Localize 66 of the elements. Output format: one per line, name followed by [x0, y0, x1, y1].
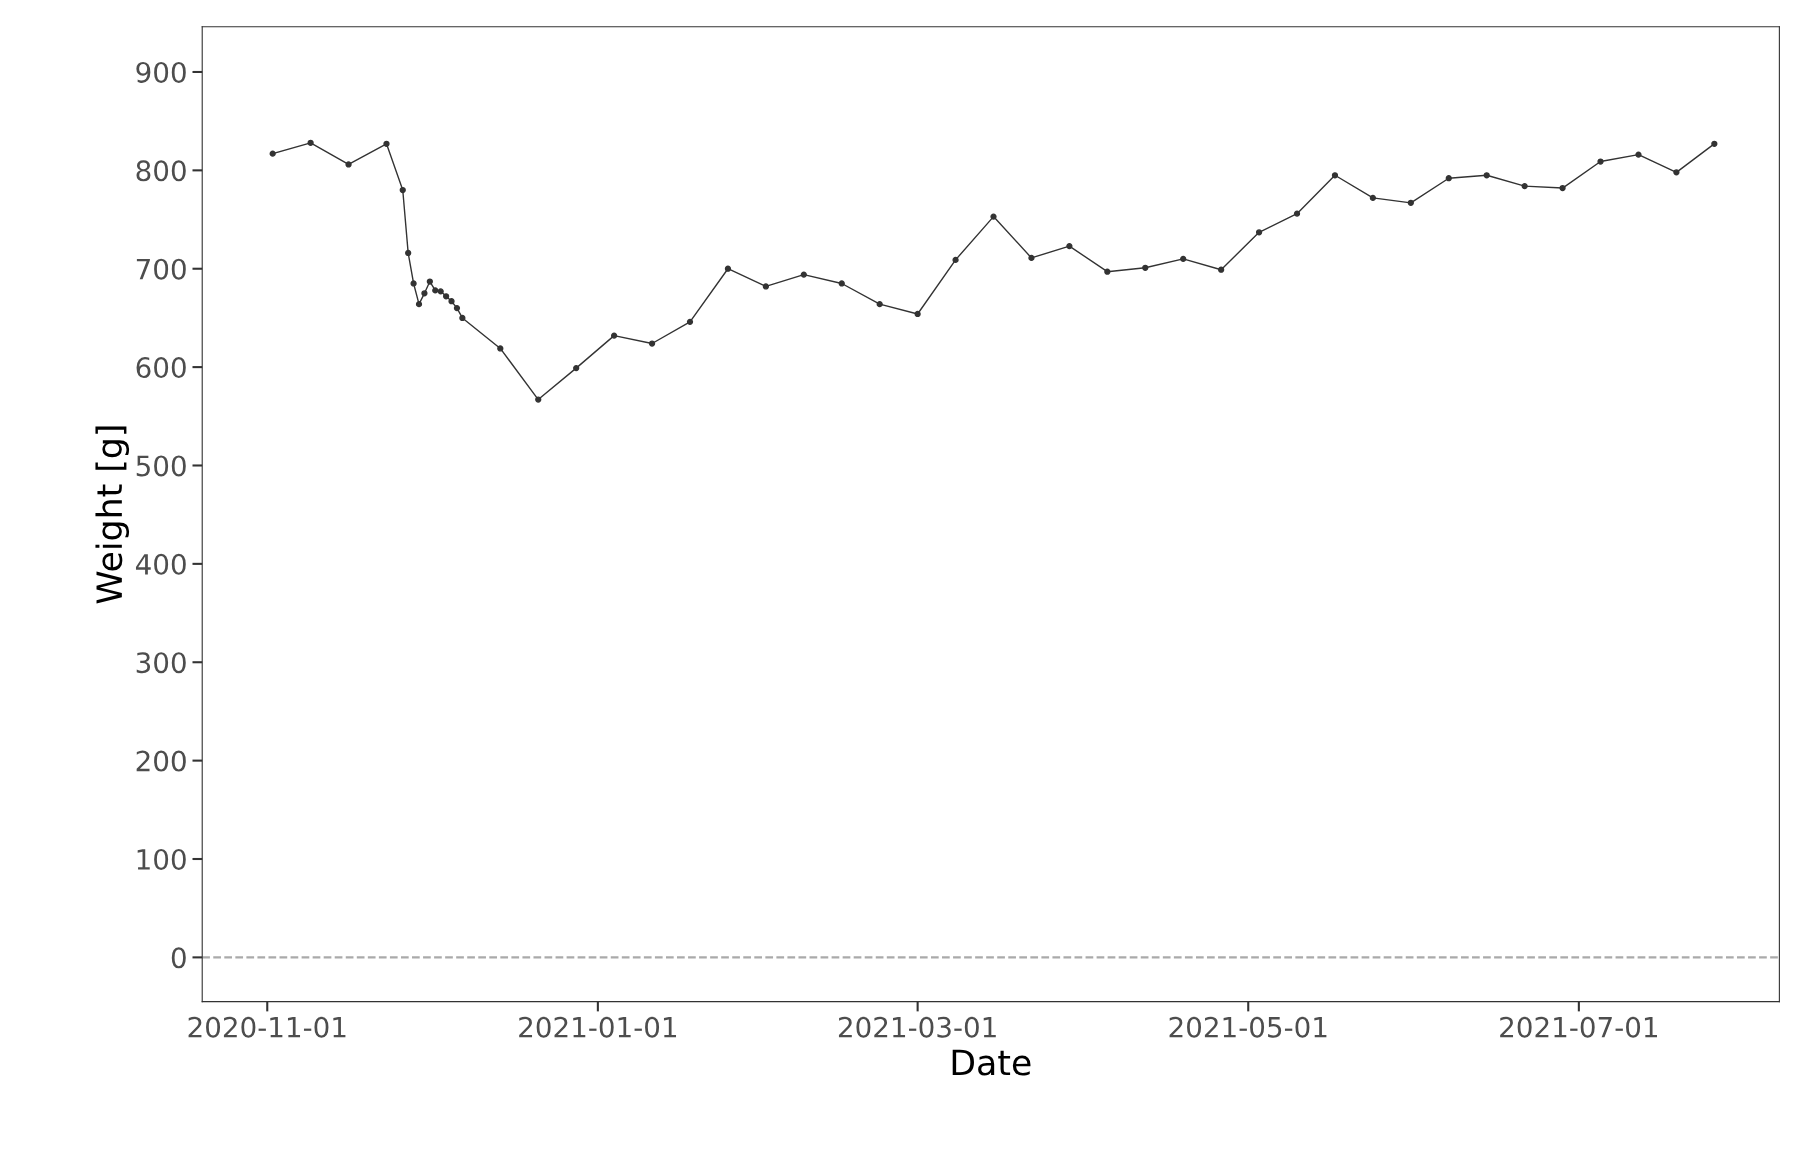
point	[497, 345, 504, 352]
point	[1445, 175, 1452, 182]
point	[1255, 229, 1263, 236]
x-tick-label: 2021-01-01	[519, 1016, 677, 1038]
point	[383, 140, 390, 147]
point	[762, 283, 770, 290]
point	[1635, 151, 1642, 158]
point	[1104, 268, 1111, 275]
y-tick-label: 300	[136, 652, 186, 674]
point	[1559, 184, 1566, 192]
point	[459, 314, 466, 322]
point	[1407, 199, 1414, 206]
point	[442, 293, 450, 300]
point	[686, 318, 694, 325]
point	[437, 288, 444, 295]
point	[1142, 264, 1149, 271]
point	[405, 249, 412, 257]
point	[448, 298, 455, 305]
point	[1369, 194, 1377, 202]
y-tick-label: 500	[136, 455, 186, 477]
point	[724, 265, 732, 272]
point	[1597, 158, 1604, 165]
point	[1180, 255, 1187, 263]
point	[1521, 182, 1528, 190]
point	[453, 304, 461, 312]
point	[399, 186, 406, 194]
point	[421, 290, 428, 297]
point	[415, 301, 423, 308]
point	[573, 364, 580, 372]
point	[307, 139, 314, 146]
y-axis-title: Weight [g]	[95, 426, 130, 604]
y-tick-label: 0	[171, 947, 186, 969]
y-tick-label: 100	[137, 848, 186, 870]
point	[952, 256, 959, 264]
y-tick-label: 900	[136, 61, 186, 83]
y-tick-label: 700	[136, 258, 186, 280]
point	[914, 310, 921, 318]
point	[1673, 169, 1680, 176]
point	[838, 280, 845, 287]
point	[610, 332, 618, 339]
point	[800, 271, 807, 278]
point	[1293, 210, 1301, 217]
x-tick-label: 2021-05-01	[1169, 1016, 1327, 1038]
point	[535, 396, 542, 403]
point	[990, 213, 997, 220]
y-tick-label: 200	[136, 750, 186, 772]
y-tick-label: 400	[135, 553, 186, 575]
point	[345, 161, 352, 168]
point	[876, 301, 883, 308]
point	[410, 280, 417, 287]
point	[1028, 254, 1035, 262]
x-axis-title: Date	[952, 1049, 1031, 1076]
point	[1331, 172, 1339, 179]
point	[1711, 140, 1718, 147]
point	[648, 340, 656, 347]
x-tick-label: 2021-07-01	[1500, 1016, 1657, 1038]
point	[426, 278, 433, 285]
point	[269, 150, 276, 157]
point	[1066, 242, 1073, 250]
point	[1218, 266, 1225, 273]
point	[1483, 172, 1490, 179]
x-tick-label: 2020-11-01	[188, 1016, 346, 1038]
x-tick-label: 2021-03-01	[838, 1016, 996, 1038]
y-tick-label: 600	[136, 357, 186, 379]
y-tick-label: 800	[136, 160, 186, 182]
point	[432, 287, 439, 294]
